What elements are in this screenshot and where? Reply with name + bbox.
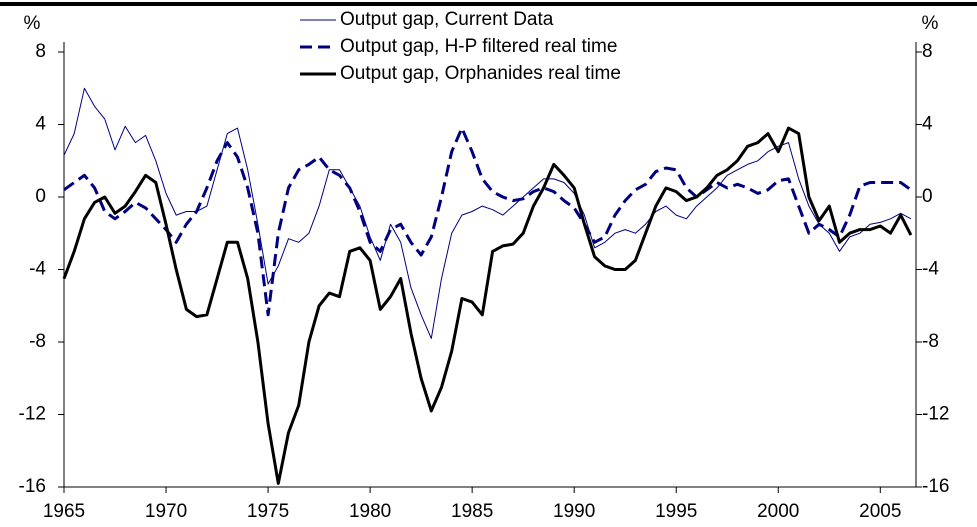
x-tick-label: 2000 — [757, 501, 799, 522]
legend-label: Output gap, Current Data — [340, 9, 554, 30]
x-tick-label: 1975 — [247, 501, 289, 522]
series-line — [63, 126, 912, 317]
y-tick-label: 4 — [35, 114, 46, 135]
y-tick-label: -8 — [29, 331, 46, 352]
series-line — [62, 126, 913, 485]
y2-tick-label: 4 — [922, 114, 933, 135]
legend-label: Output gap, Orphanides real time — [340, 63, 621, 84]
y2-tick-label: -8 — [922, 331, 939, 352]
top-rule — [0, 2, 977, 6]
y2-axis-label: % — [922, 13, 939, 34]
x-tick-label: 1985 — [451, 501, 493, 522]
y-axis-label: % — [24, 13, 41, 34]
y-tick-label: 8 — [35, 41, 46, 62]
x-tick-label: 1990 — [553, 501, 595, 522]
y-tick-label: -16 — [19, 476, 46, 497]
x-tick-label: 1980 — [349, 501, 391, 522]
x-tick-label: 1965 — [43, 501, 85, 522]
x-tick-label: 1970 — [145, 501, 187, 522]
legend-label: Output gap, H-P filtered real time — [340, 36, 617, 57]
y-tick-label: -4 — [29, 259, 46, 280]
y2-tick-label: -4 — [922, 259, 939, 280]
y-tick-label: -12 — [19, 404, 46, 425]
y2-tick-label: -12 — [922, 404, 949, 425]
series-line — [63, 87, 912, 339]
x-tick-label: 1995 — [655, 501, 697, 522]
x-tick-label: 2005 — [859, 501, 901, 522]
y2-tick-label: 0 — [922, 186, 933, 207]
y2-tick-label: -16 — [922, 476, 949, 497]
y-tick-label: 0 — [35, 186, 46, 207]
y2-tick-label: 8 — [922, 41, 933, 62]
